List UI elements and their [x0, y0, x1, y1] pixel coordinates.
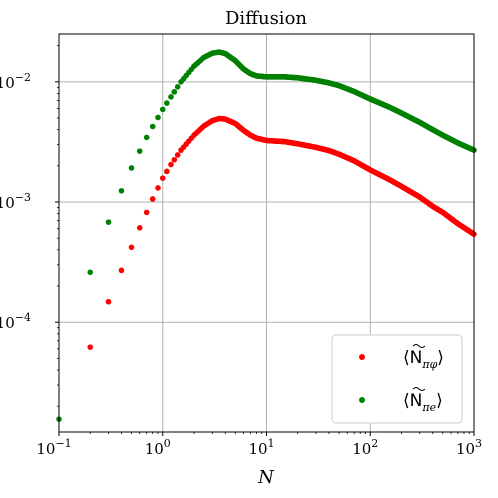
- data-point: [136, 148, 143, 154]
- y-tick-label: 10−4: [0, 311, 31, 332]
- x-axis-label: N: [257, 467, 275, 488]
- data-point: [128, 165, 135, 171]
- data-point: [149, 123, 156, 130]
- data-point: [87, 269, 94, 276]
- data-point: [118, 187, 125, 194]
- data-point: [118, 267, 125, 274]
- series-1: [87, 115, 477, 350]
- y-tick-label: 10−2: [0, 71, 31, 92]
- x-tick-label: 103: [456, 437, 482, 458]
- x-tick-label: 10−1: [36, 437, 71, 458]
- legend-marker-1: [359, 354, 365, 360]
- legend-label-1: ⟨Nπφ⟩: [403, 348, 444, 371]
- data-point: [174, 84, 181, 90]
- data-point: [128, 244, 135, 251]
- data-point: [105, 298, 112, 305]
- legend-label-2: ⟨Nπe⟩: [403, 391, 443, 414]
- data-point: [168, 94, 174, 100]
- data-point: [159, 106, 166, 113]
- data-point: [174, 152, 181, 158]
- data-point: [87, 344, 94, 350]
- data-point: [155, 114, 161, 121]
- data-point: [168, 161, 174, 168]
- legend-tilde-2: [412, 387, 426, 391]
- data-point: [171, 89, 178, 95]
- data-point: [143, 209, 150, 216]
- x-tick-label: 102: [352, 437, 378, 458]
- data-point: [159, 175, 166, 181]
- legend-tilde-1: [412, 344, 426, 348]
- data-point: [143, 134, 150, 141]
- y-tick-label: 10−3: [0, 191, 31, 212]
- data-point: [149, 196, 156, 202]
- data-point: [164, 168, 170, 175]
- x-tick-label: 101: [248, 437, 274, 458]
- data-point: [155, 185, 161, 191]
- data-point: [171, 156, 178, 163]
- legend: ⟨Nπφ⟩ ⟨Nπe⟩: [331, 334, 463, 424]
- x-tick-label: 100: [145, 437, 171, 458]
- data-point: [164, 100, 170, 106]
- chart-title: Diffusion: [225, 8, 307, 29]
- ticks: 10−1 100 101 102 103 10−4 10−3 10−2: [0, 45, 482, 458]
- data-point: [136, 225, 143, 231]
- legend-marker-2: [359, 397, 365, 403]
- data-point: [105, 219, 112, 225]
